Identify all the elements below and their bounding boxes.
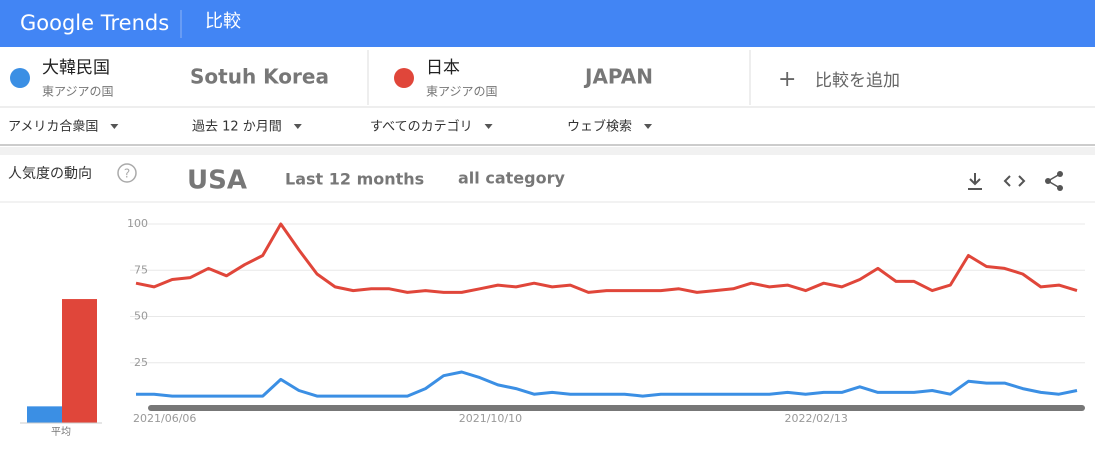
term-label: Sotuh Korea xyxy=(190,65,329,89)
search-term[interactable]: 大韓民国 xyxy=(42,58,110,78)
period: Last 12 months xyxy=(285,170,424,189)
share-icon[interactable] xyxy=(1045,171,1063,191)
y-tick-label: 100 xyxy=(127,217,148,230)
filter[interactable]: すべてのカテゴリ xyxy=(370,119,473,135)
x-tick-label: 2021/06/06 xyxy=(133,412,196,425)
dropdown-arrow xyxy=(644,124,653,129)
filter[interactable]: ウェブ検索 xyxy=(567,119,632,135)
search-term[interactable]: 日本 xyxy=(426,58,460,78)
help-icon[interactable] xyxy=(117,163,137,183)
y-tick-label: 25 xyxy=(134,356,148,369)
x-tick-label: 2021/10/10 xyxy=(459,412,522,425)
logo[interactable]: Google Trends xyxy=(20,11,169,35)
category: all category xyxy=(458,169,565,188)
average-bar xyxy=(62,299,97,423)
series-line xyxy=(135,222,1078,294)
region: USA xyxy=(187,166,247,196)
dropdown-arrow xyxy=(110,124,119,129)
help-mark: ? xyxy=(124,167,130,181)
dropdown-arrow xyxy=(293,124,302,129)
header-title: 比較 xyxy=(205,11,241,32)
gap xyxy=(0,147,1095,155)
average-label: 平均 xyxy=(51,426,71,438)
term-type: 東アジアの国 xyxy=(426,85,498,99)
header-bar xyxy=(0,0,1095,47)
term-label: JAPAN xyxy=(583,65,653,89)
x-tick-label: 2022/02/13 xyxy=(784,412,847,425)
card-title: 人気度の動向 xyxy=(8,166,92,182)
average-bar xyxy=(27,406,62,423)
y-tick-label: 50 xyxy=(134,310,148,323)
timeline-scrubber[interactable] xyxy=(148,405,1085,411)
series-line xyxy=(136,370,1078,398)
dropdown-arrow xyxy=(484,124,493,129)
filter[interactable]: 過去 12 か月間 xyxy=(192,120,282,135)
download-icon[interactable] xyxy=(968,173,982,190)
legend-dot[interactable] xyxy=(394,68,414,88)
term-type: 東アジアの国 xyxy=(42,85,114,99)
add-compare[interactable]: 比較を追加 xyxy=(815,71,900,91)
add-icon[interactable]: + xyxy=(778,67,796,92)
filter[interactable]: アメリカ合衆国 xyxy=(8,119,98,135)
y-tick-label: 75 xyxy=(134,263,148,276)
legend-dot[interactable] xyxy=(10,68,30,88)
embed-icon[interactable] xyxy=(1003,175,1026,187)
